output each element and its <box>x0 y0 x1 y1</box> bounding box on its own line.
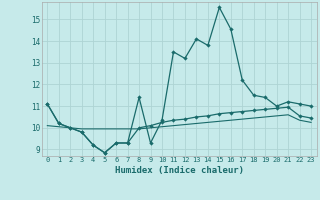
X-axis label: Humidex (Indice chaleur): Humidex (Indice chaleur) <box>115 166 244 175</box>
